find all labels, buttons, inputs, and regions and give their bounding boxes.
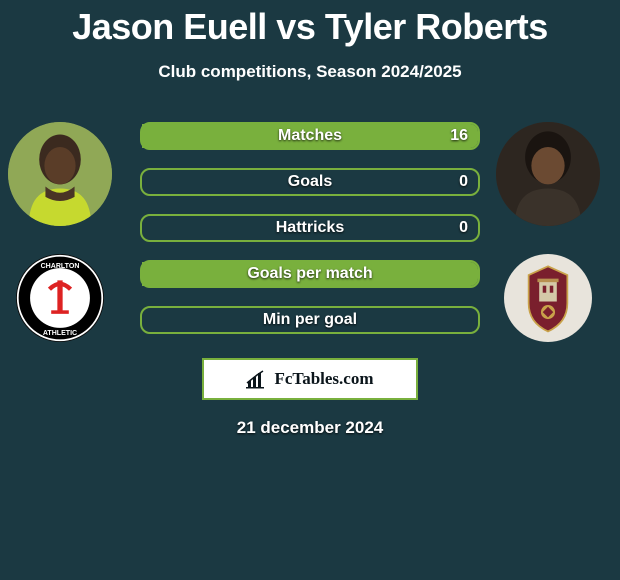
svg-text:CHARLTON: CHARLTON — [41, 263, 80, 270]
charlton-crest-icon: CHARLTON ATHLETIC — [16, 254, 104, 342]
left-club-crest: CHARLTON ATHLETIC — [16, 254, 104, 342]
stat-right-value: 16 — [450, 127, 468, 145]
stat-row: Goals per match — [140, 260, 480, 288]
right-club-crest — [504, 254, 592, 342]
stat-row: Matches 16 — [140, 122, 480, 150]
person-silhouette-icon — [8, 122, 112, 226]
right-player-avatar — [496, 122, 600, 226]
stat-row: Min per goal — [140, 306, 480, 334]
stat-label: Matches — [278, 127, 342, 145]
branding-text: FcTables.com — [274, 369, 373, 389]
branding-box: FcTables.com — [202, 358, 418, 400]
comparison-panel: CHARLTON ATHLETIC — [0, 122, 620, 438]
person-silhouette-icon — [496, 122, 600, 226]
left-player-column: CHARLTON ATHLETIC — [8, 122, 112, 342]
bar-chart-icon — [246, 369, 270, 389]
stat-label: Min per goal — [263, 311, 357, 329]
stat-label: Goals per match — [247, 265, 372, 283]
stat-label: Goals — [288, 173, 332, 191]
stat-right-value: 0 — [459, 219, 468, 237]
stats-list: Matches 16 Goals 0 Hattricks 0 Goals per… — [140, 122, 480, 334]
stat-right-value: 0 — [459, 173, 468, 191]
page-title: Jason Euell vs Tyler Roberts — [0, 0, 620, 48]
right-player-column — [496, 122, 600, 342]
subtitle: Club competitions, Season 2024/2025 — [0, 62, 620, 82]
stat-row: Hattricks 0 — [140, 214, 480, 242]
svg-text:ATHLETIC: ATHLETIC — [43, 330, 77, 337]
stat-label: Hattricks — [276, 219, 344, 237]
date-text: 21 december 2024 — [0, 418, 620, 438]
northampton-crest-icon — [504, 254, 592, 342]
stat-row: Goals 0 — [140, 168, 480, 196]
left-player-avatar — [8, 122, 112, 226]
